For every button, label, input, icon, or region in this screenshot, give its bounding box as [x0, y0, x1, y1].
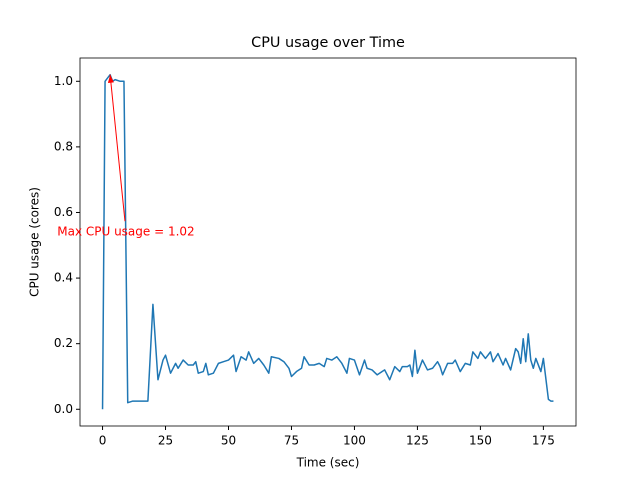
y-tick-label: 0.6 [54, 205, 73, 219]
plot-frame [79, 57, 577, 427]
annotation-arrow [109, 74, 126, 222]
y-axis-label: CPU usage (cores) [28, 187, 42, 297]
x-tick-label: 0 [99, 434, 107, 448]
x-tick-label: 100 [343, 434, 366, 448]
x-tick-label: 50 [221, 434, 236, 448]
x-axis-label: Time (sec) [296, 456, 360, 470]
y-tick-label: 0.0 [54, 402, 73, 416]
x-tick-label: 150 [469, 434, 492, 448]
y-tick-label: 0.2 [54, 336, 73, 350]
annotation-text: Max CPU usage = 1.02 [57, 225, 194, 239]
data-line [101, 73, 554, 410]
x-tick-label: 175 [532, 434, 555, 448]
y-tick-label: 0.8 [54, 139, 73, 153]
annotation-arrowhead [107, 74, 114, 83]
y-tick-label: 0.4 [54, 271, 73, 285]
x-tick-label: 125 [406, 434, 429, 448]
chart-title: CPU usage over Time [251, 35, 405, 51]
x-tick-label: 25 [158, 434, 173, 448]
y-tick-label: 1.0 [54, 74, 73, 88]
x-tick-label: 75 [284, 434, 299, 448]
